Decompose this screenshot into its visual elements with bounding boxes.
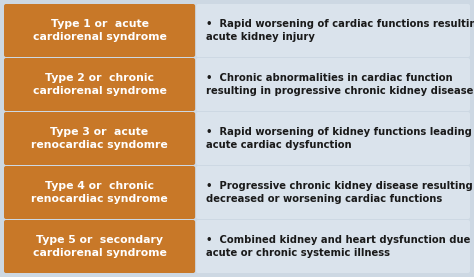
- Text: •  Rapid worsening of kidney functions leading to
acute cardiac dysfunction: • Rapid worsening of kidney functions le…: [206, 127, 474, 150]
- Text: Type 3 or  acute
renocardiac syndomre: Type 3 or acute renocardiac syndomre: [31, 127, 168, 150]
- FancyBboxPatch shape: [196, 220, 470, 273]
- FancyBboxPatch shape: [196, 166, 470, 219]
- FancyBboxPatch shape: [196, 58, 470, 111]
- FancyBboxPatch shape: [4, 4, 195, 57]
- Text: Type 5 or  secondary
cardiorenal syndrome: Type 5 or secondary cardiorenal syndrome: [33, 235, 166, 258]
- FancyBboxPatch shape: [4, 220, 195, 273]
- FancyBboxPatch shape: [4, 166, 195, 219]
- FancyBboxPatch shape: [4, 112, 195, 165]
- Text: •  Combined kidney and heart dysfunction due to
acute or chronic systemic illnes: • Combined kidney and heart dysfunction …: [206, 235, 474, 258]
- Text: •  Chronic abnormalities in cardiac function
resulting in progressive chronic ki: • Chronic abnormalities in cardiac funct…: [206, 73, 474, 96]
- FancyBboxPatch shape: [4, 58, 195, 111]
- Text: Type 1 or  acute
cardiorenal syndrome: Type 1 or acute cardiorenal syndrome: [33, 19, 166, 42]
- Text: •  Rapid worsening of cardiac functions resulting in
acute kidney injury: • Rapid worsening of cardiac functions r…: [206, 19, 474, 42]
- Text: •  Progressive chronic kidney disease resulting in
decreased or worsening cardia: • Progressive chronic kidney disease res…: [206, 181, 474, 204]
- FancyBboxPatch shape: [196, 4, 470, 57]
- Text: Type 4 or  chronic
renocardiac syndrome: Type 4 or chronic renocardiac syndrome: [31, 181, 168, 204]
- Text: Type 2 or  chronic
cardiorenal syndrome: Type 2 or chronic cardiorenal syndrome: [33, 73, 166, 96]
- FancyBboxPatch shape: [196, 112, 470, 165]
